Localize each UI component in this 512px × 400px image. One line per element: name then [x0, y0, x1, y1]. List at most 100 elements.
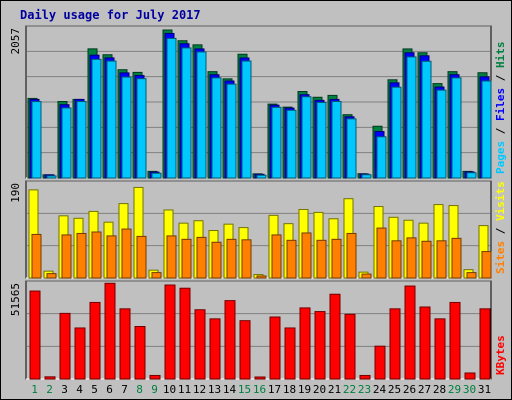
panel-bottom-ymax-label: 51565 — [9, 283, 22, 316]
bar-kbytes-day-28 — [434, 318, 446, 380]
bar-pages-day-9 — [151, 172, 162, 179]
bar-sites-day-19 — [301, 232, 312, 279]
x-tick-label-day-30: 30 — [463, 383, 476, 396]
panel-bottom: 51565 KBytes — [9, 280, 507, 380]
bar-pages-day-27 — [421, 60, 432, 179]
bar-sites-day-3 — [61, 234, 72, 279]
legend-entry-visits: Visits — [494, 181, 507, 221]
x-tick-label-day-31: 31 — [478, 383, 491, 396]
x-tick-label-day-26: 26 — [403, 383, 416, 396]
bar-kbytes-day-16 — [254, 376, 266, 380]
bar-pages-day-12 — [196, 51, 207, 179]
x-tick-label-day-5: 5 — [91, 383, 98, 396]
bar-pages-day-23 — [361, 174, 372, 179]
bar-sites-day-26 — [406, 237, 417, 279]
x-tick-label-day-21: 21 — [328, 383, 341, 396]
bar-sites-day-11 — [181, 238, 192, 279]
bar-pages-day-3 — [61, 107, 72, 179]
chart-title: Daily usage for July 2017 — [20, 8, 201, 22]
panel-middle-legend: Sites / Visits — [494, 181, 507, 274]
bar-kbytes-day-26 — [404, 285, 416, 380]
bar-pages-day-8 — [136, 78, 147, 179]
bar-kbytes-day-18 — [284, 327, 296, 380]
bar-kbytes-day-14 — [224, 300, 236, 380]
panel-bottom-legend: KBytes — [494, 335, 507, 375]
x-tick-label-day-20: 20 — [313, 383, 326, 396]
bar-sites-day-25 — [391, 240, 402, 279]
x-tick-label-day-16: 16 — [253, 383, 266, 396]
x-tick-label-day-29: 29 — [448, 383, 461, 396]
bar-pages-day-21 — [331, 101, 342, 179]
x-tick-label-day-11: 11 — [178, 383, 191, 396]
bar-kbytes-day-22 — [344, 313, 356, 380]
bar-kbytes-day-17 — [269, 316, 281, 380]
legend-entry-pages: Pages — [494, 141, 507, 174]
bar-kbytes-day-24 — [374, 345, 386, 380]
bar-sites-day-7 — [121, 228, 132, 279]
legend-entry-kbytes: KBytes — [494, 335, 507, 375]
bar-sites-day-20 — [316, 239, 327, 279]
x-axis-day-labels: 1 2 3 4 5 6 7 8 9 10 11 12 13 14 15 16 17 18 19 20 21 22 23 24 2… — [31, 383, 491, 396]
bar-sites-day-31 — [481, 251, 492, 279]
legend-separator: / — [494, 68, 507, 88]
bar-pages-day-4 — [76, 101, 87, 179]
x-tick-label-day-19: 19 — [298, 383, 311, 396]
bar-kbytes-day-21 — [329, 293, 341, 380]
bar-kbytes-day-19 — [299, 307, 311, 380]
bar-kbytes-day-6 — [104, 282, 116, 380]
bar-pages-day-29 — [451, 77, 462, 179]
bar-kbytes-day-4 — [74, 327, 86, 380]
bar-sites-day-5 — [91, 231, 102, 279]
bar-sites-day-8 — [136, 235, 147, 279]
bar-sites-day-6 — [106, 235, 117, 279]
bar-pages-day-22 — [346, 118, 357, 179]
bar-sites-day-23 — [361, 273, 372, 279]
bar-pages-day-24 — [376, 136, 387, 179]
bar-sites-day-29 — [451, 237, 462, 279]
x-tick-label-day-2: 2 — [46, 383, 53, 396]
bar-kbytes-day-29 — [449, 301, 461, 380]
x-tick-label-day-13: 13 — [208, 383, 221, 396]
bar-kbytes-day-1 — [29, 290, 41, 380]
bar-pages-day-6 — [106, 60, 117, 179]
bar-sites-day-9 — [151, 272, 162, 279]
bar-sites-day-27 — [421, 240, 432, 279]
x-tick-label-day-7: 7 — [121, 383, 128, 396]
bar-kbytes-day-7 — [119, 308, 131, 380]
bar-sites-day-2 — [46, 273, 57, 279]
bar-sites-day-30 — [466, 272, 477, 279]
bar-pages-day-17 — [271, 106, 282, 179]
bar-kbytes-day-10 — [164, 284, 176, 380]
bar-kbytes-day-9 — [149, 374, 161, 380]
bar-kbytes-day-27 — [419, 306, 431, 380]
panel-top: 2057 Pages / Files / Hits — [9, 25, 507, 179]
bar-kbytes-day-2 — [44, 376, 56, 380]
bar-sites-day-1 — [31, 233, 42, 279]
legend-separator: / — [494, 221, 507, 241]
x-tick-label-day-28: 28 — [433, 383, 446, 396]
bar-pages-day-13 — [211, 77, 222, 179]
x-tick-label-day-22: 22 — [343, 383, 356, 396]
x-tick-label-day-23: 23 — [358, 383, 371, 396]
bar-pages-day-28 — [436, 89, 447, 179]
bar-pages-day-1 — [31, 101, 42, 179]
bar-kbytes-day-3 — [59, 312, 71, 380]
bar-sites-day-10 — [166, 235, 177, 279]
bar-kbytes-day-23 — [359, 374, 371, 380]
bar-sites-day-16 — [256, 275, 267, 279]
bar-sites-day-21 — [331, 238, 342, 279]
bar-sites-day-14 — [226, 238, 237, 279]
bar-sites-day-22 — [346, 232, 357, 279]
bar-pages-day-20 — [316, 102, 327, 179]
x-tick-label-day-4: 4 — [76, 383, 83, 396]
x-tick-label-day-27: 27 — [418, 383, 431, 396]
legend-separator: / — [494, 121, 507, 141]
x-tick-label-day-24: 24 — [373, 383, 387, 396]
bar-sites-day-13 — [211, 241, 222, 279]
bar-pages-day-15 — [241, 60, 252, 179]
legend-entry-hits: Hits — [494, 42, 507, 69]
bar-sites-day-18 — [286, 239, 297, 279]
bar-pages-day-25 — [391, 86, 402, 179]
chart-panels: 2057 Pages / Files / Hits 190 Sites / Visit… — [9, 25, 507, 380]
